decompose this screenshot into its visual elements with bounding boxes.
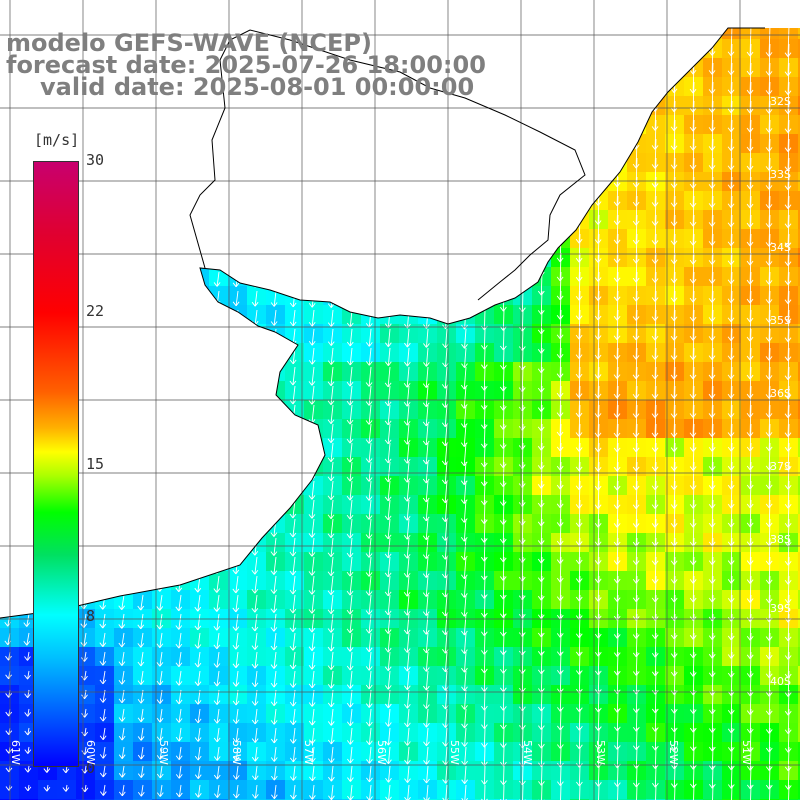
longitude-label: 59W — [157, 740, 170, 765]
colorbar-tick: 30 — [86, 151, 105, 169]
longitude-label: 53W — [594, 740, 607, 765]
model-title: modelo GEFS-WAVE (NCEP) — [6, 29, 372, 57]
latitude-label: 33S — [770, 168, 791, 181]
country-border — [189, 29, 586, 301]
longitude-label: 57W — [302, 740, 315, 765]
latitude-label: 36S — [770, 387, 791, 400]
colorbar-tick: 15 — [86, 455, 105, 473]
latitude-label: 37S — [770, 460, 791, 473]
longitude-label: 60W — [84, 740, 97, 765]
coastline — [0, 27, 765, 619]
forecast-date: forecast date: 2025-07-26 18:00:00 — [6, 51, 486, 79]
colorbar-unit: [m/s] — [34, 131, 80, 149]
longitude-label: 51W — [740, 740, 753, 765]
latitude-label: 40S — [770, 675, 791, 688]
latitude-label: 32S — [770, 95, 791, 108]
longitude-label: 56W — [375, 740, 388, 765]
latitude-label: 34S — [770, 241, 791, 254]
latitude-label: 35S — [770, 314, 791, 327]
latitude-label: 38S — [770, 533, 791, 546]
colorbar-tick: 22 — [86, 302, 105, 320]
colorbar-tick: 8 — [86, 607, 96, 625]
longitude-label: 55W — [448, 740, 461, 765]
colorbar — [33, 161, 79, 767]
longitude-label: 58W — [230, 740, 243, 765]
valid-date: valid date: 2025-08-01 00:00:00 — [40, 73, 475, 101]
latitude-label: 39S — [770, 602, 791, 615]
colorbar-tick: 0 — [86, 759, 96, 777]
longitude-label: 54W — [521, 740, 534, 765]
wind-speed-cells — [0, 28, 800, 800]
longitude-label: 61W — [9, 740, 22, 765]
longitude-label: 52W — [667, 740, 680, 765]
